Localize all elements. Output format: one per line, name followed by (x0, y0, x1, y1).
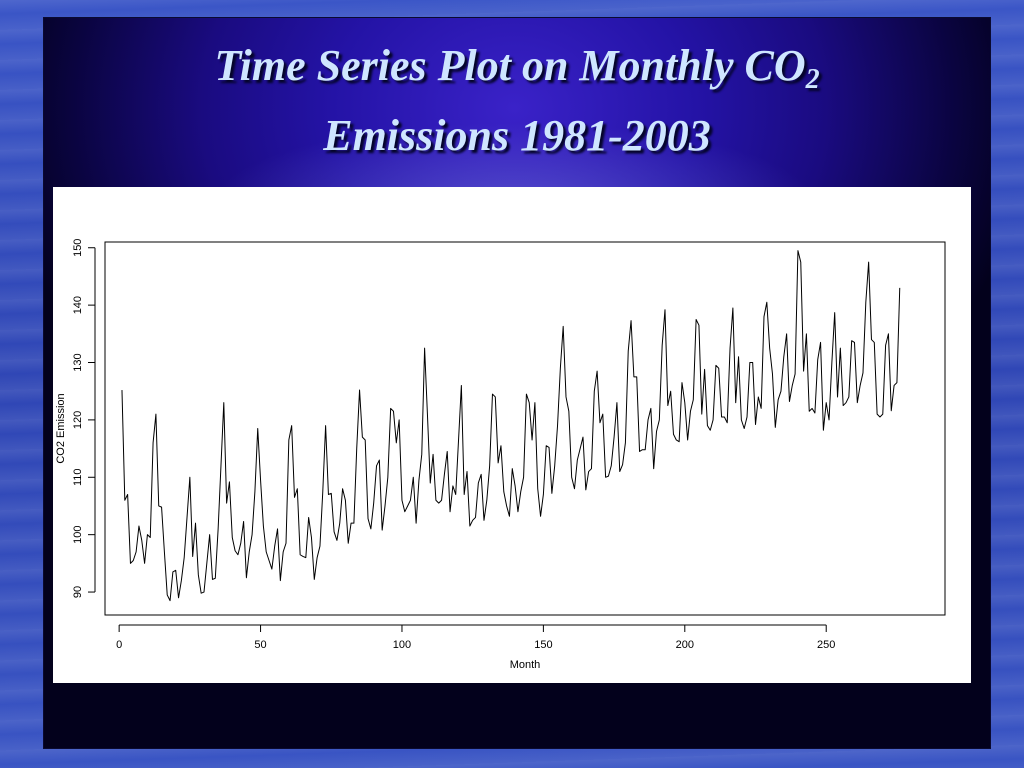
x-tick-label: 50 (254, 639, 266, 651)
y-tick-label: 150 (72, 239, 84, 257)
title-subscript: 2 (805, 64, 820, 95)
y-tick-label: 130 (72, 353, 84, 371)
y-tick-label: 140 (72, 296, 84, 314)
x-axis-label: Month (510, 659, 541, 671)
x-tick-label: 0 (116, 639, 122, 651)
co2-emission-series-line (121, 250, 901, 602)
title-line1-text: Time Series Plot on Monthly CO (214, 41, 806, 90)
x-tick-label: 250 (817, 639, 835, 651)
plot-panel: 0 50 100 150 200 250 90 100 110 120 130 140 150 Month… (53, 187, 971, 683)
y-tick-label: 90 (72, 586, 84, 598)
y-tick-label: 120 (72, 411, 84, 429)
co2-time-series-chart: 0 50 100 150 200 250 90 100 110 120 130 140 150 Month… (55, 239, 946, 671)
y-tick-label: 110 (72, 469, 84, 487)
slide-title-line1: Time Series Plot on Monthly CO2 (44, 40, 990, 95)
x-tick-label: 150 (534, 639, 552, 651)
y-tick-label: 100 (72, 525, 84, 543)
y-axis-label: CO2 Emission (55, 393, 67, 463)
plot-frame (104, 241, 946, 616)
x-tick-label: 100 (393, 639, 411, 651)
x-tick-label: 200 (676, 639, 694, 651)
slide-title-line2: Emissions 1981-2003 (323, 111, 711, 160)
